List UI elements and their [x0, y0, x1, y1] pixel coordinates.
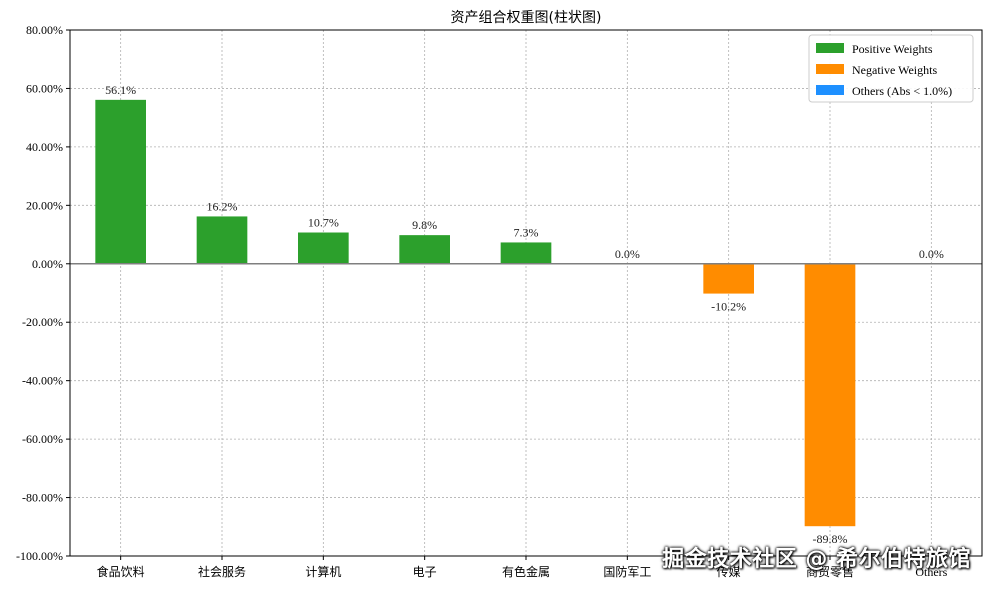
y-tick-label: 20.00%	[26, 198, 63, 212]
x-tick-label: 食品饮料	[97, 564, 145, 579]
bar	[298, 232, 349, 264]
y-tick-label: 60.00%	[26, 81, 63, 95]
chart-title: 资产组合权重图(柱状图)	[451, 10, 602, 26]
bar	[95, 99, 146, 264]
bars	[95, 99, 856, 527]
y-axis: 80.00% 60.00% 40.00% 20.00% 0.00% -20.00% -40.…	[16, 23, 70, 563]
legend-label: Positive Weights	[852, 42, 933, 56]
x-tick-label: 国防军工	[603, 564, 651, 579]
legend-swatch	[816, 64, 844, 74]
data-label: 9.8%	[412, 218, 437, 232]
legend-swatch	[816, 43, 844, 53]
y-tick-label: -20.00%	[22, 315, 63, 329]
x-tick-label: 电子	[413, 565, 437, 579]
y-tick-label: 0.00%	[32, 257, 63, 271]
y-tick-label: -100.00%	[16, 549, 63, 563]
bar	[500, 242, 552, 264]
x-axis: 食品饮料 社会服务 计算机 电子 有色金属 国防军工 传媒 商贸零售 Others	[97, 556, 948, 579]
data-label: 16.2%	[207, 199, 238, 213]
x-tick-label: 传媒	[717, 564, 741, 579]
y-tick-label: 40.00%	[26, 140, 63, 154]
x-tick-label: 计算机	[305, 564, 341, 579]
y-tick-label: -60.00%	[22, 432, 63, 446]
bar	[804, 263, 856, 527]
value-labels: 56.1% 16.2% 10.7% 9.8% 7.3% 0.0% -10.2% -89.8% 0…	[105, 83, 944, 546]
bar	[703, 263, 754, 294]
data-label: 56.1%	[105, 83, 136, 97]
data-label: -10.2%	[711, 300, 746, 314]
legend-label: Negative Weights	[852, 63, 937, 77]
legend: Positive Weights Negative Weights Others (…	[808, 34, 974, 103]
x-tick-label: 商贸零售	[806, 564, 854, 579]
x-tick-label: 有色金属	[502, 564, 550, 579]
bar	[399, 235, 450, 264]
data-label: 10.7%	[308, 216, 339, 230]
y-tick-label: 80.00%	[26, 23, 63, 37]
y-tick-label: -40.00%	[22, 374, 63, 388]
data-label: 0.0%	[919, 247, 944, 261]
x-tick-label: Others	[915, 565, 947, 579]
y-tick-label: -80.00%	[22, 491, 63, 505]
watermark-text: 掘金技术社区 @ 希尔伯特旅馆	[662, 547, 971, 572]
legend-box	[808, 34, 974, 103]
data-label: 7.3%	[514, 225, 539, 239]
bar	[196, 216, 248, 264]
data-label: 0.0%	[615, 247, 640, 261]
data-label: -89.8%	[813, 532, 848, 546]
legend-swatch	[816, 85, 844, 95]
x-tick-label: 社会服务	[198, 564, 246, 579]
legend-label: Others (Abs < 1.0%)	[852, 84, 952, 98]
